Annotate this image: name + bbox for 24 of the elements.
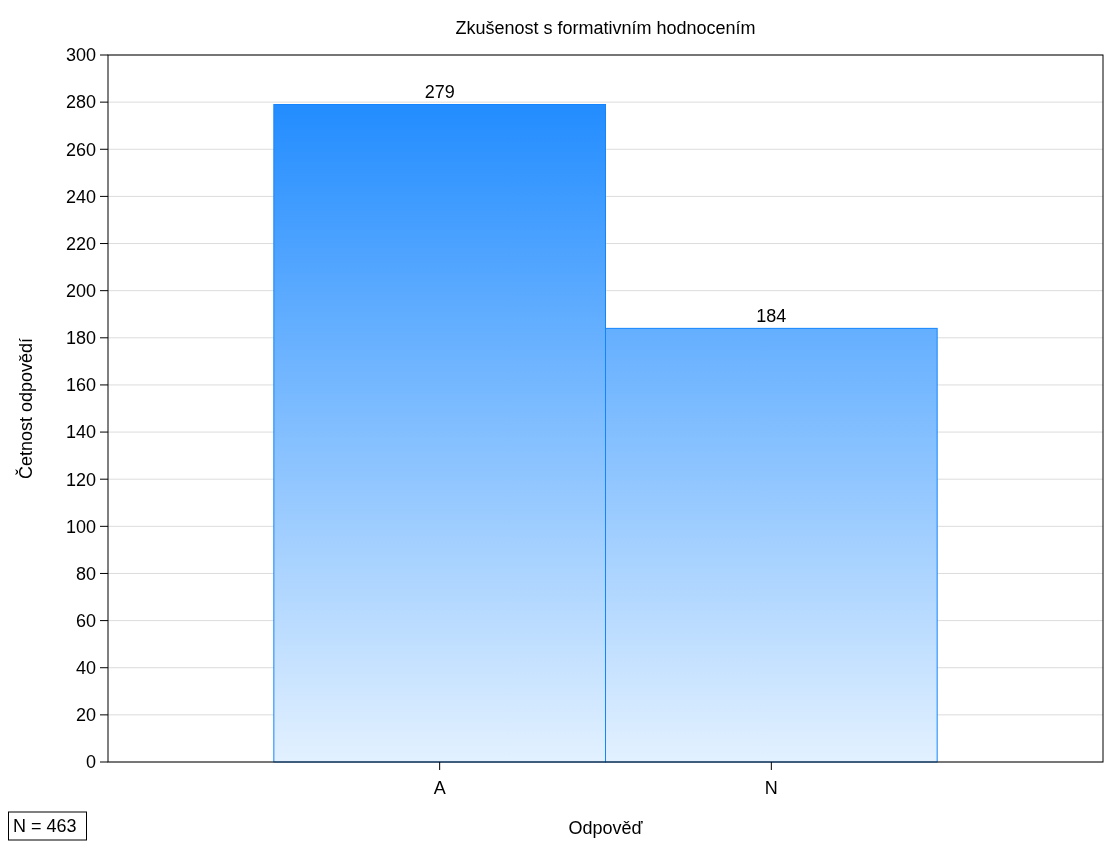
y-tick-label: 100: [65, 516, 96, 537]
y-tick-label: 240: [65, 186, 96, 207]
y-tick-label: 280: [65, 92, 96, 113]
data-label: 184: [756, 306, 787, 327]
y-tick-label: 200: [65, 280, 96, 301]
x-axis-title: Odpověď: [568, 818, 644, 838]
y-tick-label: 220: [65, 233, 96, 254]
y-tick-label: 140: [65, 422, 96, 443]
y-tick-label: 80: [75, 563, 96, 584]
y-tick-label: 120: [65, 469, 96, 490]
y-axis-title: Četnost odpovědí: [15, 337, 36, 480]
x-tick-label: N: [764, 778, 778, 798]
y-tick-label: 0: [85, 752, 96, 773]
y-tick-label: 60: [75, 610, 96, 631]
y-tick-label: 20: [75, 705, 96, 726]
text: N = 463: [13, 816, 77, 836]
y-tick-label: 40: [75, 658, 96, 679]
x-tick-label: A: [433, 778, 446, 798]
y-tick-label: 180: [65, 328, 96, 349]
y-tick-label: 260: [65, 139, 96, 160]
chart-title: Zkušenost s formativním hodnocením: [455, 18, 756, 38]
data-label: 279: [424, 82, 455, 103]
y-tick-label: 160: [65, 375, 96, 396]
y-tick-label: 300: [65, 45, 96, 66]
